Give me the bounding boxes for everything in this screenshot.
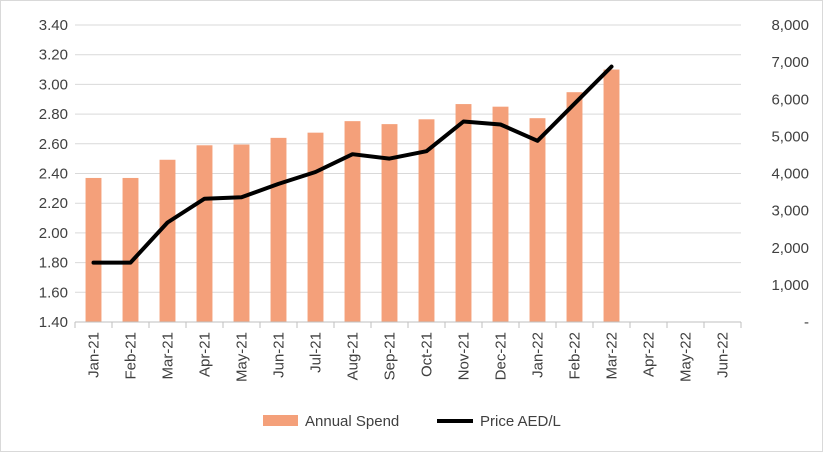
bar [492, 106, 509, 322]
right-tick-label: 6,000 [771, 91, 809, 108]
bar [381, 124, 398, 322]
right-tick-label: - [804, 314, 809, 331]
x-tick-label: Feb-21 [123, 332, 140, 380]
x-tick-label: Aug-21 [345, 332, 362, 380]
right-tick-label: 1,000 [771, 277, 809, 294]
axes [74, 321, 742, 328]
right-tick-label: 7,000 [771, 54, 809, 71]
x-axis-ticks: Jan-21 Feb-21 Mar-21 Apr-21 May-21 Jun-21 Jul-… [86, 332, 732, 382]
legend-label-annual-spend: Annual Spend [305, 413, 399, 430]
bar [529, 118, 546, 322]
bar [233, 144, 250, 322]
left-axis-ticks: 1.40 1.60 1.80 2.00 2.20 2.40 2.60 2.80 3.00 3.20… [39, 17, 68, 331]
bar [566, 92, 583, 322]
bar-series-annual-spend [85, 69, 620, 322]
right-tick-label: 5,000 [771, 128, 809, 145]
price-line [91, 64, 614, 265]
x-tick-label: Apr-21 [197, 332, 214, 377]
left-tick-label: 3.00 [39, 76, 68, 93]
x-tick-label: Oct-21 [419, 332, 436, 377]
legend-swatch-annual-spend [263, 415, 298, 426]
bar [122, 177, 139, 322]
x-tick-label: Jul-21 [308, 332, 325, 373]
bar [603, 69, 620, 322]
bar [418, 119, 435, 322]
x-tick-label: Nov-21 [456, 332, 473, 380]
gridlines [75, 24, 741, 323]
legend-label-price: Price AED/L [480, 413, 561, 430]
left-tick-label: 2.60 [39, 136, 68, 153]
x-tick-label: Mar-22 [604, 332, 621, 380]
x-tick-label: May-22 [678, 332, 695, 382]
x-tick-label: Sep-21 [382, 332, 399, 380]
legend: Annual Spend Price AED/L [263, 413, 561, 430]
x-tick-label: Jun-21 [271, 332, 288, 378]
left-tick-label: 2.80 [39, 106, 68, 123]
x-tick-label: Jun-22 [715, 332, 732, 378]
left-tick-label: 2.40 [39, 166, 68, 183]
right-tick-label: 4,000 [771, 166, 809, 183]
left-tick-label: 3.40 [39, 17, 68, 34]
bar [455, 104, 472, 322]
line-series-price [91, 64, 614, 265]
bar [307, 132, 324, 322]
x-tick-label: Dec-21 [493, 332, 510, 380]
left-tick-label: 2.20 [39, 195, 68, 212]
left-tick-label: 1.60 [39, 284, 68, 301]
bar [344, 121, 361, 322]
bar [270, 137, 287, 322]
left-tick-label: 3.20 [39, 47, 68, 64]
bar [159, 159, 176, 322]
right-tick-label: 3,000 [771, 203, 809, 220]
right-tick-label: 8,000 [771, 17, 809, 34]
x-tick-label: Jan-21 [86, 332, 103, 378]
bar [85, 177, 102, 322]
left-tick-label: 1.80 [39, 255, 68, 272]
left-tick-label: 1.40 [39, 314, 68, 331]
x-tick-label: Jan-22 [530, 332, 547, 378]
left-tick-label: 2.00 [39, 225, 68, 242]
x-tick-label: Apr-22 [641, 332, 658, 377]
x-tick-label: May-21 [234, 332, 251, 382]
x-tick-label: Mar-21 [160, 332, 177, 380]
bar [196, 145, 213, 322]
right-tick-label: 2,000 [771, 240, 809, 257]
right-axis-ticks: - 1,000 2,000 3,000 4,000 5,000 6,000 7,000 8,00… [771, 17, 809, 331]
x-tick-label: Feb-22 [567, 332, 584, 380]
